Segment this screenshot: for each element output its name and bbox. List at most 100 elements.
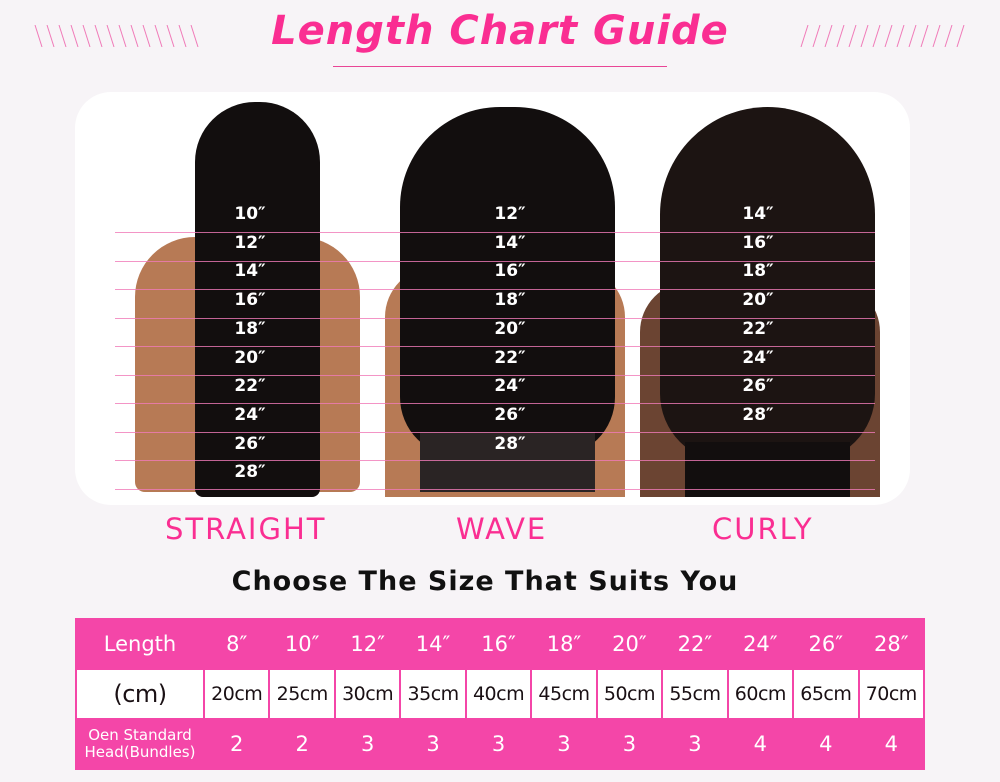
length-marker: 10″ (234, 204, 266, 224)
table-row: (cm) 20cm 25cm 30cm 35cm 40cm 45cm 50cm 55cm 60cm… (75, 668, 926, 720)
hatch-stroke (896, 25, 905, 47)
length-marker: 26″ (494, 404, 526, 425)
wave-hair (400, 107, 615, 457)
length-guide-line (115, 460, 875, 461)
length-marker: 22″ (494, 347, 526, 368)
table-cell: 14″ (399, 618, 467, 670)
table-cell: 4 (792, 718, 860, 770)
length-guide-line (115, 232, 875, 233)
table-cell: 25cm (268, 668, 336, 720)
table-cell: 24″ (726, 618, 795, 670)
table-cell: 20″ (595, 618, 664, 670)
table-cell: 4 (857, 718, 926, 770)
hatch-stroke (166, 25, 175, 47)
table-cell: 3 (530, 718, 598, 770)
page-title: Length Chart Guide (271, 8, 729, 54)
length-guide-line (115, 403, 875, 404)
table-cell: 3 (595, 718, 664, 770)
length-marker: 20″ (742, 290, 774, 311)
hair-photo-panel: 10″ 12″ 14″ 16″ 18″ 20″ 22″ 24″ 26″ 28″ 12″ 14″ 16″ 1… (75, 92, 910, 505)
table-cell: 60cm (726, 668, 795, 720)
length-guide-line (115, 317, 875, 319)
table-cell: 8″ (202, 618, 271, 670)
hatch-stroke (106, 25, 115, 47)
hatch-stroke (34, 25, 43, 47)
length-guide-line (115, 431, 875, 433)
curly-top (685, 442, 850, 497)
length-marker: 12″ (234, 232, 266, 253)
row-header: Length (75, 618, 205, 670)
hatch-stroke (70, 25, 79, 47)
table-cell: 30cm (333, 668, 402, 720)
style-straight-label: STRAIGHT (165, 512, 327, 546)
table-cell: 20cm (202, 668, 271, 720)
table-cell: 22″ (661, 618, 729, 670)
hatch-stroke (800, 25, 809, 47)
table-cell: 3 (464, 718, 533, 770)
length-marker: 18″ (742, 261, 774, 282)
table-cell: 26″ (792, 618, 860, 670)
length-marker: 14″ (742, 204, 774, 224)
table-cell: 65cm (792, 668, 860, 720)
length-guide-line (115, 260, 875, 262)
length-marker: 22″ (742, 318, 774, 339)
table-cell: 55cm (661, 668, 729, 720)
length-marker: 14″ (234, 261, 266, 282)
length-marker: 16″ (742, 232, 774, 253)
table-cell: 28″ (857, 618, 926, 670)
hatch-stroke (920, 25, 929, 47)
table-cell: 3 (399, 718, 467, 770)
hatch-stroke (118, 25, 127, 47)
subtitle: Choose The Size That Suits You (231, 566, 739, 597)
length-marker: 20″ (494, 318, 526, 339)
length-marker: 28″ (742, 404, 774, 425)
hatch-stroke (190, 25, 199, 47)
length-marker: 18″ (494, 290, 526, 311)
table-cell: 50cm (595, 668, 664, 720)
length-marker: 16″ (494, 261, 526, 282)
style-wave-label: WAVE (456, 512, 548, 546)
straight-hair (195, 102, 320, 497)
length-guide-line (115, 374, 875, 376)
length-marker: 28″ (234, 462, 266, 483)
length-marker: 12″ (494, 204, 526, 224)
hatch-stroke (46, 25, 55, 47)
hatch-stroke (812, 25, 821, 47)
right-hatch-decoration (800, 25, 965, 47)
curly-hair (660, 107, 875, 462)
table-cell: 2 (268, 718, 336, 770)
length-marker: 26″ (234, 433, 266, 454)
table-cell: 12″ (333, 618, 402, 670)
hatch-stroke (908, 25, 917, 47)
length-guide-line (115, 488, 875, 490)
table-row: Length 8″ 10″ 12″ 14″ 16″ 18″ 20″ 22″ 24″ 26″ 28″ (75, 618, 926, 670)
table-cell: 3 (333, 718, 402, 770)
table-cell: 45cm (530, 668, 598, 720)
table-cell: 10″ (268, 618, 336, 670)
length-marker: 28″ (494, 433, 526, 454)
length-marker: 22″ (234, 376, 266, 397)
length-marker: 24″ (494, 376, 526, 397)
title-underline (333, 66, 667, 67)
hatch-stroke (836, 25, 845, 47)
length-marker: 26″ (742, 376, 774, 397)
length-marker: 14″ (494, 232, 526, 253)
length-guide-line (115, 346, 875, 347)
hatch-stroke (142, 25, 151, 47)
length-marker: 24″ (234, 404, 266, 425)
table-cell: 3 (661, 718, 729, 770)
table-cell: 2 (202, 718, 271, 770)
hatch-stroke (944, 25, 953, 47)
hatch-stroke (58, 25, 67, 47)
row-header: (cm) (75, 668, 205, 720)
hatch-stroke (932, 25, 941, 47)
style-curly-label: CURLY (712, 512, 814, 546)
table-cell: 70cm (857, 668, 926, 720)
table-cell: 16″ (464, 618, 533, 670)
hatch-stroke (884, 25, 893, 47)
table-cell: 40cm (464, 668, 533, 720)
table-row: Oen Standard Head(Bundles) 2 2 3 3 3 3 3 3 4 4 4 (75, 718, 926, 770)
length-marker: 16″ (234, 290, 266, 311)
row-header: Oen Standard Head(Bundles) (75, 718, 205, 770)
hatch-stroke (178, 25, 187, 47)
